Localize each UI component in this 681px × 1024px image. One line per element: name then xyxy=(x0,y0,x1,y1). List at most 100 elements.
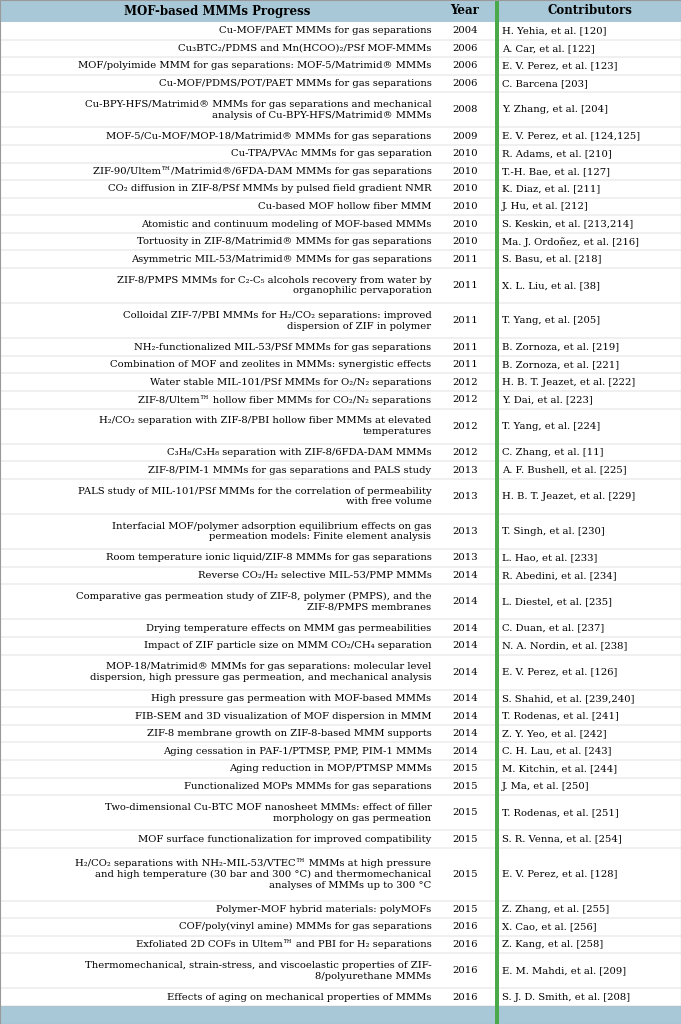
Text: H. B. T. Jeazet, et al. [222]: H. B. T. Jeazet, et al. [222] xyxy=(502,378,635,387)
Bar xyxy=(0,409,681,443)
Bar xyxy=(495,742,499,760)
Bar xyxy=(0,163,681,180)
Bar xyxy=(495,1006,499,1024)
Bar xyxy=(0,900,681,919)
Text: PALS study of MIL-101/PSf MMMs for the correlation of permeability
with free vol: PALS study of MIL-101/PSf MMMs for the c… xyxy=(78,486,432,506)
Text: 2010: 2010 xyxy=(452,167,477,176)
Text: FIB-SEM and 3D visualization of MOF dispersion in MMM: FIB-SEM and 3D visualization of MOF disp… xyxy=(135,712,432,721)
Bar xyxy=(0,725,681,742)
Bar xyxy=(0,127,681,145)
Text: Colloidal ZIF-7/PBI MMMs for H₂/CO₂ separations: improved
dispersion of ZIF in p: Colloidal ZIF-7/PBI MMMs for H₂/CO₂ sepa… xyxy=(123,311,432,331)
Text: 2009: 2009 xyxy=(452,132,477,140)
Text: E. M. Mahdi, et al. [209]: E. M. Mahdi, et al. [209] xyxy=(502,967,627,975)
Text: 2011: 2011 xyxy=(452,360,477,369)
Text: T. Yang, et al. [205]: T. Yang, et al. [205] xyxy=(502,316,600,326)
Bar xyxy=(495,919,499,936)
Bar xyxy=(495,690,499,708)
Text: Year: Year xyxy=(450,4,479,17)
Bar xyxy=(0,215,681,232)
Text: 2011: 2011 xyxy=(452,281,477,290)
Text: 2014: 2014 xyxy=(452,694,477,703)
Text: Interfacial MOF/polymer adsorption equilibrium effects on gas
permeation models:: Interfacial MOF/polymer adsorption equil… xyxy=(112,521,432,542)
Text: ZIF-8/Ultem™ hollow fiber MMMs for CO₂/N₂ separations: ZIF-8/Ultem™ hollow fiber MMMs for CO₂/N… xyxy=(138,395,432,404)
Bar xyxy=(495,514,499,549)
Bar xyxy=(495,549,499,566)
Bar xyxy=(0,391,681,409)
Bar xyxy=(0,637,681,654)
Text: C. H. Lau, et al. [243]: C. H. Lau, et al. [243] xyxy=(502,746,612,756)
Text: 2013: 2013 xyxy=(452,492,477,501)
Text: ZIF-8/PMPS MMMs for C₂-C₅ alcohols recovery from water by
organophilic pervapora: ZIF-8/PMPS MMMs for C₂-C₅ alcohols recov… xyxy=(117,275,432,296)
Bar xyxy=(0,356,681,374)
Text: 2010: 2010 xyxy=(452,219,477,228)
Bar xyxy=(495,479,499,514)
Text: 2016: 2016 xyxy=(452,940,477,949)
Text: 2014: 2014 xyxy=(452,624,477,633)
Bar xyxy=(0,777,681,796)
Text: 2006: 2006 xyxy=(452,79,477,88)
Text: T.-H. Bae, et al. [127]: T.-H. Bae, et al. [127] xyxy=(502,167,610,176)
Text: Water stable MIL-101/PSf MMMs for O₂/N₂ separations: Water stable MIL-101/PSf MMMs for O₂/N₂ … xyxy=(150,378,432,387)
Bar xyxy=(495,760,499,777)
Bar xyxy=(495,461,499,479)
Bar xyxy=(0,585,681,620)
Text: MOP-18/Matrimid® MMMs for gas separations: molecular level
dispersion, high pres: MOP-18/Matrimid® MMMs for gas separation… xyxy=(90,663,432,682)
Bar xyxy=(0,92,681,127)
Bar xyxy=(0,145,681,163)
Bar xyxy=(0,919,681,936)
Text: Z. Y. Yeo, et al. [242]: Z. Y. Yeo, et al. [242] xyxy=(502,729,607,738)
Text: S. J. D. Smith, et al. [208]: S. J. D. Smith, et al. [208] xyxy=(502,992,631,1001)
Bar xyxy=(495,92,499,127)
Text: Comparative gas permeation study of ZIF-8, polymer (PMPS), and the
ZIF-8/PMPS me: Comparative gas permeation study of ZIF-… xyxy=(76,592,432,611)
Bar xyxy=(0,479,681,514)
Text: Two-dimensional Cu-BTC MOF nanosheet MMMs: effect of filler
morphology on gas pe: Two-dimensional Cu-BTC MOF nanosheet MMM… xyxy=(105,803,432,822)
Text: A. F. Bushell, et al. [225]: A. F. Bushell, et al. [225] xyxy=(502,466,627,474)
Text: 2014: 2014 xyxy=(452,571,477,580)
Text: Asymmetric MIL-53/Matrimid® MMMs for gas separations: Asymmetric MIL-53/Matrimid® MMMs for gas… xyxy=(131,255,432,264)
Text: X. Cao, et al. [256]: X. Cao, et al. [256] xyxy=(502,923,597,932)
Text: 2010: 2010 xyxy=(452,202,477,211)
Text: Aging cessation in PAF-1/PTMSP, PMP, PIM-1 MMMs: Aging cessation in PAF-1/PTMSP, PMP, PIM… xyxy=(163,746,432,756)
Bar xyxy=(0,338,681,356)
Bar xyxy=(0,443,681,461)
Text: S. Keskin, et al. [213,214]: S. Keskin, et al. [213,214] xyxy=(502,219,633,228)
Text: T. Rodenas, et al. [241]: T. Rodenas, et al. [241] xyxy=(502,712,619,721)
Text: H₂/CO₂ separation with ZIF-8/PBI hollow fiber MMMs at elevated
temperatures: H₂/CO₂ separation with ZIF-8/PBI hollow … xyxy=(99,417,432,436)
Text: 2015: 2015 xyxy=(452,782,477,791)
Text: MOF-5/Cu-MOF/MOP-18/Matrimid® MMMs for gas separations: MOF-5/Cu-MOF/MOP-18/Matrimid® MMMs for g… xyxy=(106,132,432,140)
Text: Y. Dai, et al. [223]: Y. Dai, et al. [223] xyxy=(502,395,593,404)
Text: 2016: 2016 xyxy=(452,967,477,975)
Bar xyxy=(495,566,499,585)
Bar xyxy=(0,690,681,708)
Text: 2006: 2006 xyxy=(452,44,477,53)
Text: B. Zornoza, et al. [219]: B. Zornoza, et al. [219] xyxy=(502,343,619,351)
Bar xyxy=(495,127,499,145)
Bar xyxy=(0,953,681,988)
Text: 2008: 2008 xyxy=(452,105,477,115)
Bar xyxy=(495,268,499,303)
Bar xyxy=(495,796,499,830)
Text: Aging reduction in MOP/PTMSP MMMs: Aging reduction in MOP/PTMSP MMMs xyxy=(229,764,432,773)
Text: Reverse CO₂/H₂ selective MIL-53/PMP MMMs: Reverse CO₂/H₂ selective MIL-53/PMP MMMs xyxy=(197,571,432,580)
Text: 2013: 2013 xyxy=(452,466,477,474)
Text: CO₂ diffusion in ZIF-8/PSf MMMs by pulsed field gradient NMR: CO₂ diffusion in ZIF-8/PSf MMMs by pulse… xyxy=(108,184,432,194)
Bar xyxy=(495,936,499,953)
Bar xyxy=(0,303,681,338)
Text: S. R. Venna, et al. [254]: S. R. Venna, et al. [254] xyxy=(502,835,622,844)
Text: H₂/CO₂ separations with NH₂-MIL-53/VTEC™ MMMs at high pressure
and high temperat: H₂/CO₂ separations with NH₂-MIL-53/VTEC™… xyxy=(76,858,432,890)
Text: N. A. Nordin, et al. [238]: N. A. Nordin, et al. [238] xyxy=(502,641,628,650)
Text: Polymer-MOF hybrid materials: polyMOFs: Polymer-MOF hybrid materials: polyMOFs xyxy=(217,905,432,913)
Bar xyxy=(0,708,681,725)
Bar xyxy=(0,742,681,760)
Text: Drying temperature effects on MMM gas permeabilities: Drying temperature effects on MMM gas pe… xyxy=(146,624,432,633)
Bar xyxy=(495,75,499,92)
Bar xyxy=(495,338,499,356)
Text: H. B. T. Jeazet, et al. [229]: H. B. T. Jeazet, et al. [229] xyxy=(502,492,635,501)
Text: J. Hu, et al. [212]: J. Hu, et al. [212] xyxy=(502,202,589,211)
Text: E. V. Perez, et al. [128]: E. V. Perez, et al. [128] xyxy=(502,869,618,879)
Text: 2014: 2014 xyxy=(452,729,477,738)
Bar xyxy=(0,936,681,953)
Text: 2015: 2015 xyxy=(452,905,477,913)
Text: 2016: 2016 xyxy=(452,992,477,1001)
Text: 2016: 2016 xyxy=(452,923,477,932)
